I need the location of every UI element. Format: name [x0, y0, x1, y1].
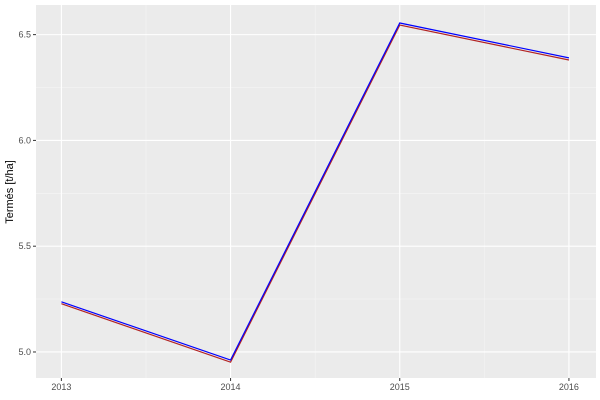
y-axis-label: Termés [t/ha] [4, 160, 16, 224]
x-axis: 2013 2014 2015 2016 [51, 378, 579, 392]
x-tick-label: 2014 [221, 382, 241, 392]
x-tick-label: 2015 [390, 382, 410, 392]
gridlines [36, 5, 596, 378]
y-tick-label: 6.5 [18, 30, 31, 40]
y-tick-label: 6.0 [18, 135, 31, 145]
y-tick-label: 5.5 [18, 241, 31, 251]
y-axis: 5.0 5.5 6.0 6.5 [18, 30, 36, 357]
y-tick-label: 5.0 [18, 347, 31, 357]
series-lines [61, 22, 570, 363]
series-line-2 [61, 22, 570, 361]
x-tick-label: 2013 [51, 382, 71, 392]
series-line-1 [61, 24, 570, 363]
x-tick-label: 2016 [559, 382, 579, 392]
